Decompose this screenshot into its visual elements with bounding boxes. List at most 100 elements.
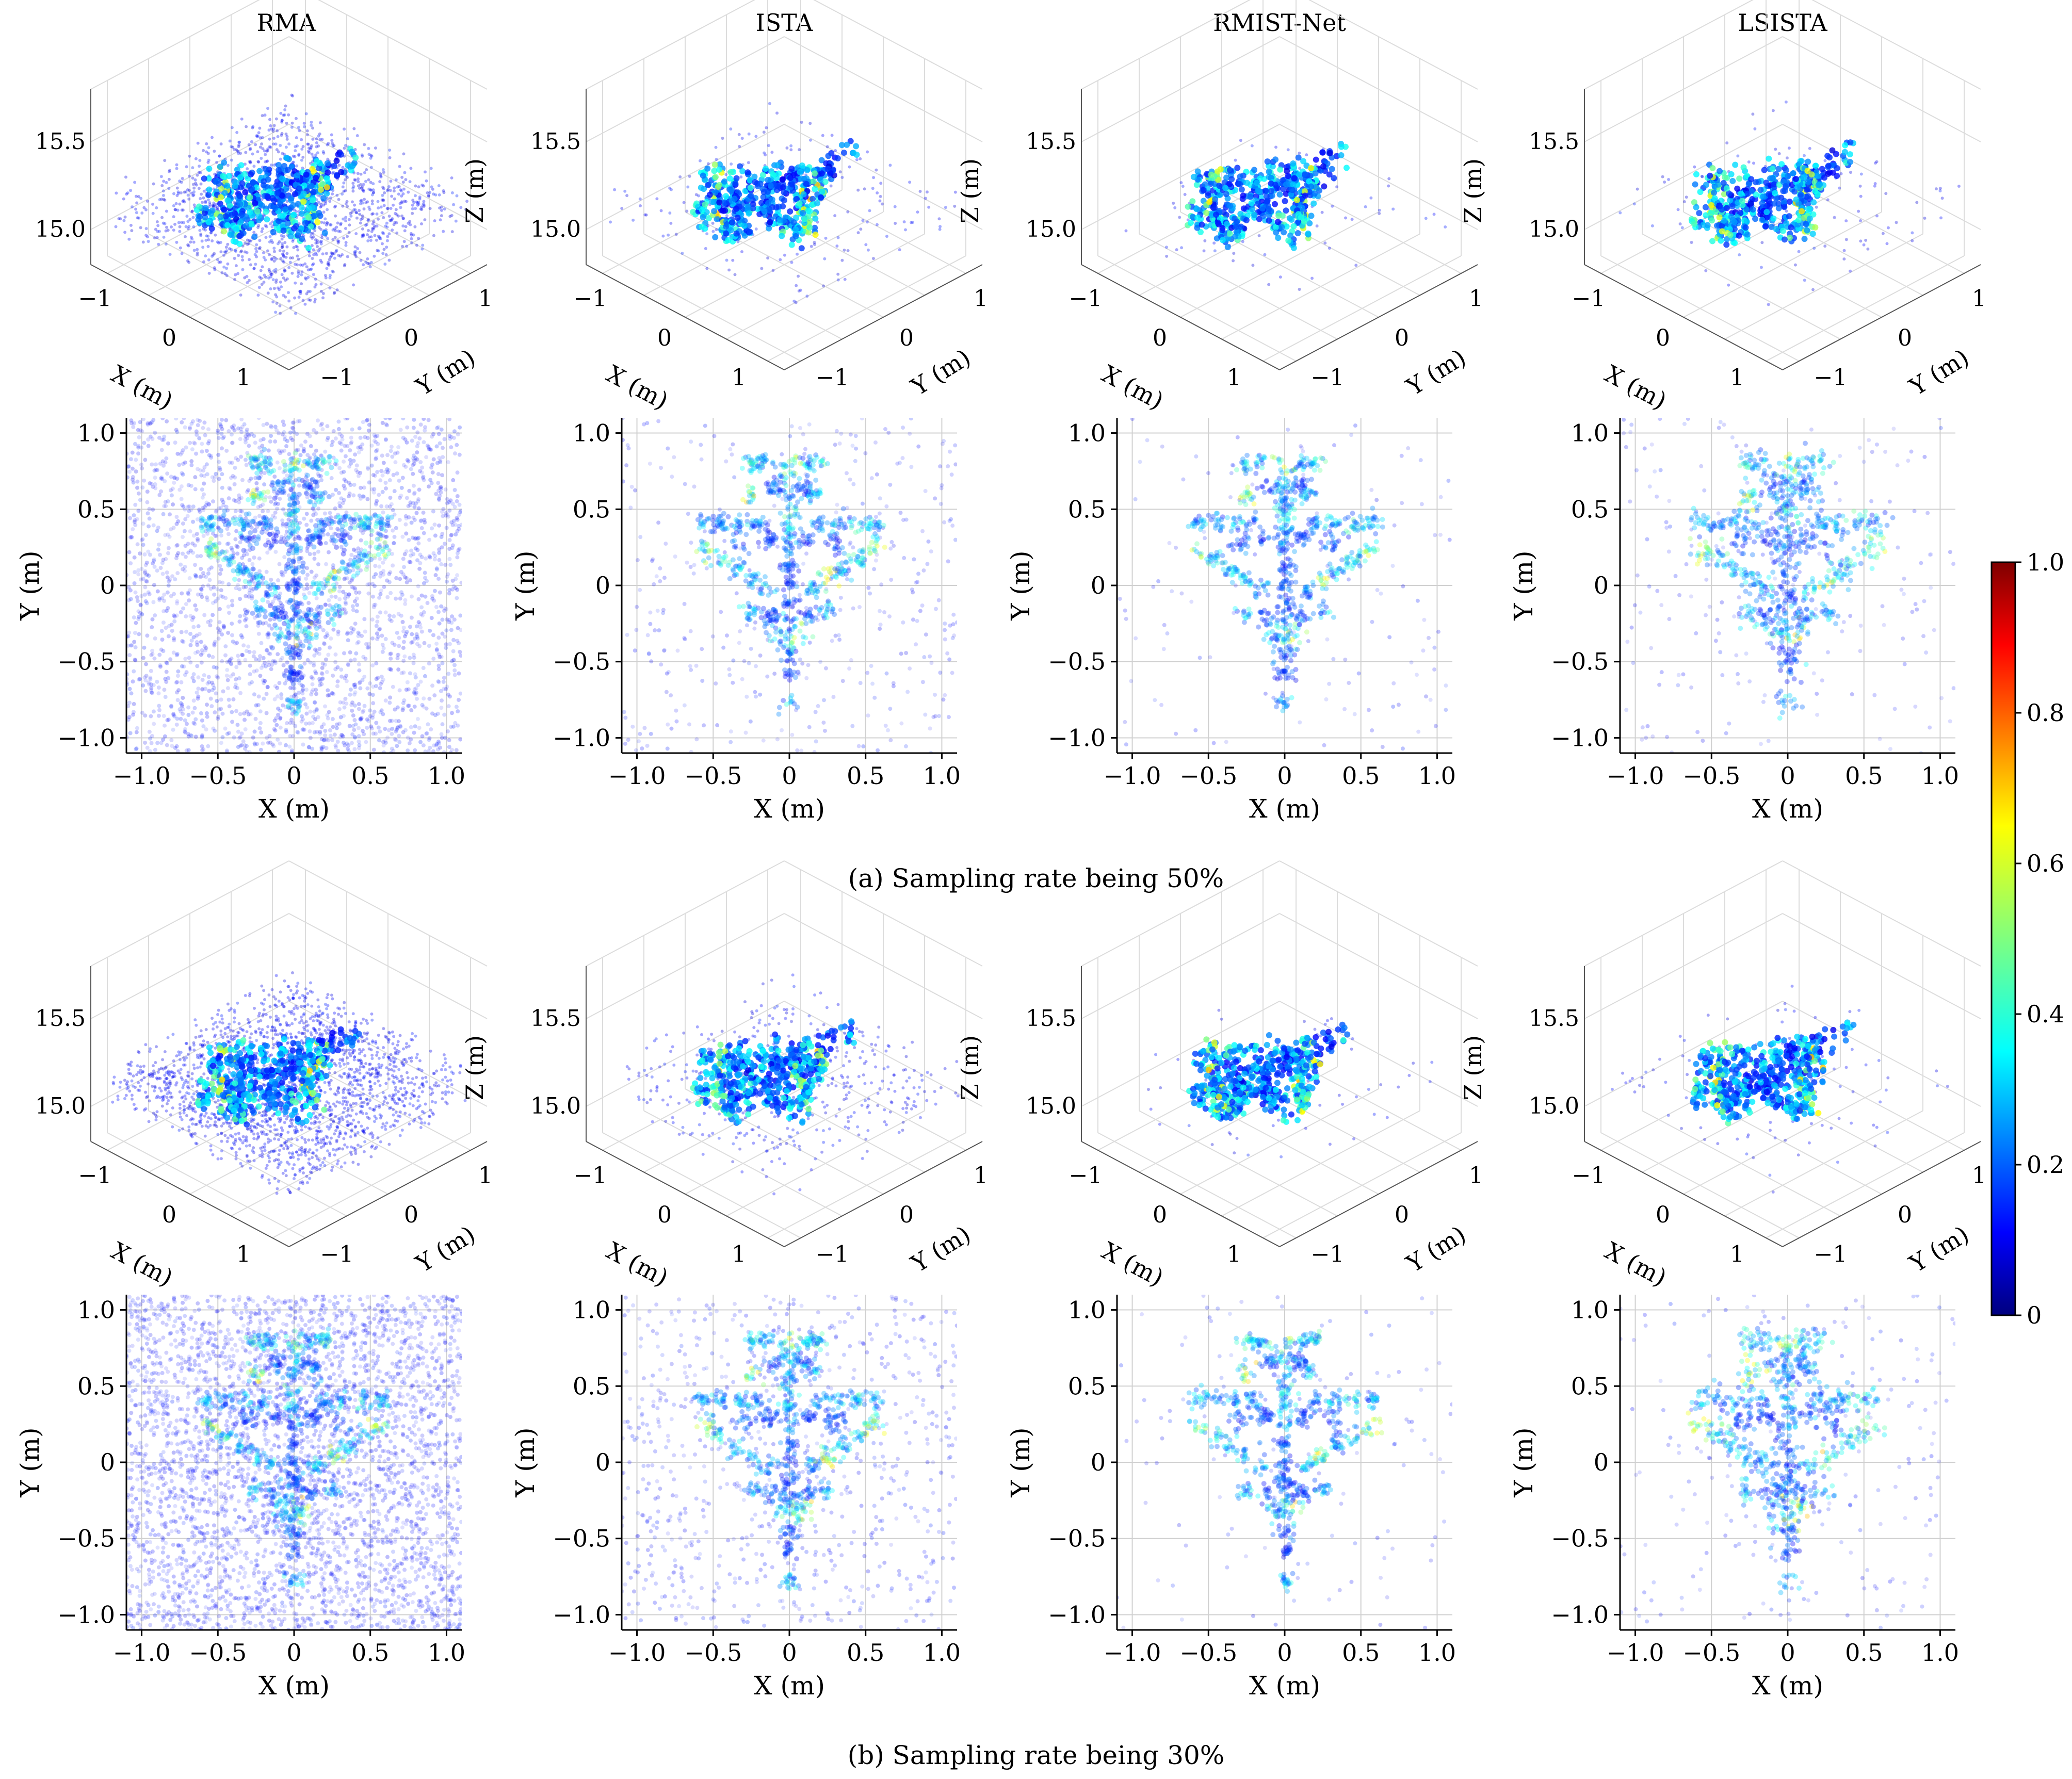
scatter-point bbox=[430, 470, 435, 475]
scatter-point bbox=[206, 501, 211, 506]
scatter-point bbox=[206, 244, 210, 248]
scatter-point bbox=[291, 94, 295, 97]
scatter-point bbox=[217, 465, 222, 470]
scatter-point bbox=[455, 587, 460, 592]
scatter-point bbox=[373, 254, 376, 258]
scatter-point bbox=[186, 591, 190, 595]
scatter-point bbox=[324, 276, 328, 280]
scatter-point bbox=[233, 257, 236, 260]
scatter-point bbox=[321, 150, 325, 154]
scatter-point bbox=[338, 169, 345, 175]
scatter-point bbox=[382, 232, 385, 235]
scatter-point bbox=[403, 171, 407, 174]
scatter-point bbox=[271, 300, 275, 304]
scatter-point bbox=[436, 680, 441, 684]
scatter-point bbox=[416, 682, 420, 687]
scatter-point bbox=[390, 194, 394, 198]
scatter-point bbox=[331, 142, 334, 145]
scatter-point bbox=[250, 566, 256, 572]
scatter-point bbox=[214, 533, 219, 538]
scatter-point bbox=[167, 187, 171, 190]
scatter-point bbox=[127, 653, 132, 658]
scatter-point bbox=[389, 206, 393, 210]
scatter-point bbox=[333, 236, 337, 239]
scatter-point bbox=[314, 283, 318, 286]
scatter-point bbox=[349, 584, 354, 589]
scatter-point bbox=[436, 610, 441, 614]
scatter-point bbox=[402, 217, 406, 220]
scatter-point bbox=[171, 502, 175, 507]
scatter-point bbox=[365, 168, 368, 171]
scatter-point bbox=[295, 730, 300, 735]
scatter-point bbox=[367, 582, 372, 586]
scatter-point bbox=[325, 252, 328, 255]
scatter-point bbox=[239, 418, 244, 422]
scatter-point bbox=[252, 165, 256, 168]
scatter-point bbox=[163, 222, 167, 225]
scatter-point bbox=[219, 567, 223, 572]
scatter-point bbox=[404, 178, 408, 182]
scatter-point bbox=[254, 668, 259, 673]
scatter-point bbox=[276, 652, 280, 657]
scatter-point bbox=[199, 473, 204, 478]
scatter-point bbox=[419, 629, 424, 634]
scatter-point bbox=[326, 237, 330, 240]
scatter-point bbox=[449, 621, 454, 625]
scatter-point bbox=[324, 562, 329, 566]
scatter-point bbox=[335, 684, 339, 689]
scatter-point bbox=[311, 257, 314, 260]
scatter-point bbox=[240, 653, 245, 658]
scatter-point bbox=[130, 450, 135, 455]
scatter-point bbox=[181, 551, 185, 556]
scatter-point bbox=[408, 560, 413, 564]
scatter-point bbox=[446, 704, 451, 709]
scatter-point bbox=[173, 208, 177, 211]
scatter-point bbox=[280, 523, 285, 528]
scatter-point bbox=[429, 616, 434, 621]
scatter-point bbox=[183, 564, 187, 569]
scatter-point bbox=[425, 179, 428, 183]
scatter-point bbox=[309, 289, 312, 293]
scatter-point bbox=[267, 733, 272, 738]
scatter-point bbox=[422, 517, 427, 522]
scatter-point bbox=[432, 693, 437, 698]
scatter-point bbox=[324, 737, 329, 742]
scatter-point bbox=[234, 249, 237, 252]
scatter-point bbox=[293, 155, 297, 158]
scatter-point bbox=[411, 515, 416, 520]
scatter-point bbox=[287, 113, 290, 117]
scatter-point bbox=[272, 142, 276, 146]
scatter-point bbox=[265, 149, 269, 153]
scatter-point bbox=[362, 704, 367, 708]
scatter-point bbox=[311, 232, 315, 235]
scatter-point bbox=[288, 734, 293, 739]
scatter-point bbox=[455, 494, 460, 498]
scatter-point bbox=[236, 426, 240, 431]
scatter-point bbox=[268, 137, 271, 141]
scatter-point bbox=[172, 614, 177, 619]
scatter-point bbox=[175, 698, 180, 703]
scatter-point bbox=[336, 221, 339, 225]
scatter-point bbox=[266, 509, 270, 514]
scatter-point bbox=[406, 504, 411, 509]
scatter-point bbox=[247, 444, 251, 448]
scatter-point bbox=[338, 700, 343, 705]
scatter-point bbox=[176, 669, 181, 674]
scatter-point bbox=[458, 613, 462, 618]
scatter-point bbox=[144, 662, 149, 666]
scatter-point bbox=[132, 701, 136, 706]
scatter-point bbox=[352, 208, 356, 211]
scatter-point bbox=[353, 203, 357, 207]
scatter-point bbox=[266, 291, 270, 295]
scatter-point bbox=[238, 540, 242, 545]
scatter-point bbox=[162, 198, 166, 201]
scatter-point bbox=[157, 242, 160, 246]
scatter-point bbox=[350, 708, 354, 713]
scatter-point bbox=[258, 709, 263, 714]
scatter-point bbox=[296, 248, 300, 252]
scatter-point bbox=[448, 563, 453, 567]
scatter-point bbox=[367, 153, 371, 156]
scatter-point bbox=[430, 526, 434, 531]
scatter-point bbox=[134, 746, 139, 751]
scatter-point bbox=[344, 189, 347, 192]
